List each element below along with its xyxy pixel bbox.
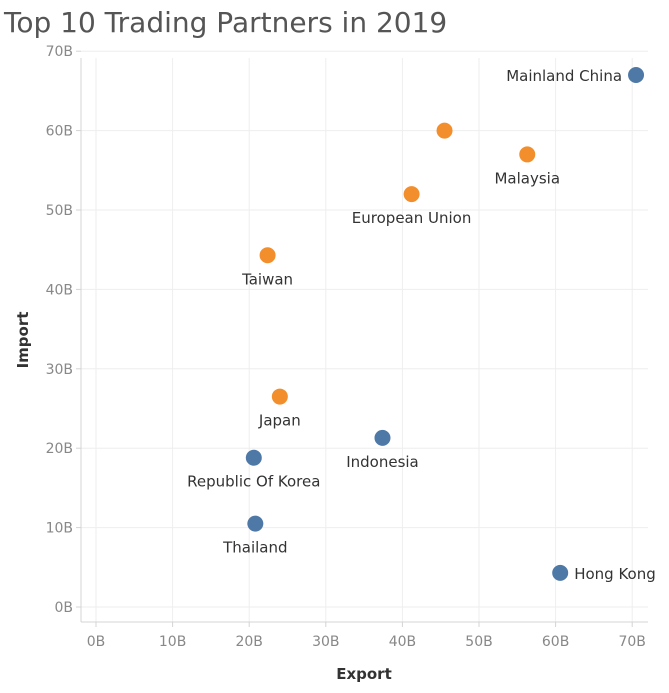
- x-axis-title: Export: [336, 665, 392, 683]
- x-tick-label: 70B: [618, 634, 645, 650]
- point-label: Taiwan: [241, 270, 293, 288]
- point-label: European Union: [352, 209, 472, 227]
- point-label: Indonesia: [346, 453, 419, 471]
- x-tick-label: 40B: [389, 634, 416, 650]
- data-points: [245, 67, 645, 581]
- x-tick-label: 30B: [312, 634, 339, 650]
- y-tick-label: 0B: [54, 600, 73, 616]
- y-tick-label: 60B: [46, 124, 73, 140]
- y-tick-label: 20B: [46, 441, 73, 457]
- point-label: Republic Of Korea: [187, 473, 320, 491]
- point-label: Mainland China: [506, 67, 622, 85]
- data-point: [403, 186, 420, 203]
- data-point: [271, 388, 288, 405]
- y-axis-title: Import: [14, 312, 32, 369]
- y-tick-label: 50B: [46, 203, 73, 219]
- point-label: Hong Kong: [574, 565, 656, 583]
- x-tick-label: 50B: [465, 634, 492, 650]
- axes: [80, 58, 648, 623]
- data-point: [245, 449, 262, 466]
- data-point: [247, 515, 264, 532]
- data-point: [374, 429, 391, 446]
- x-axis-ticks: 0B 10B 20B 30B 40B 50B 60B 70B: [87, 622, 646, 650]
- point-labels: Mainland China Malaysia European Union Taiw…: [187, 67, 656, 583]
- data-point: [628, 67, 645, 84]
- y-tick-label: 30B: [46, 362, 73, 378]
- data-point: [552, 564, 569, 581]
- point-label: Japan: [258, 412, 301, 430]
- x-tick-label: 20B: [235, 634, 262, 650]
- x-tick-label: 60B: [542, 634, 569, 650]
- x-tick-label: 10B: [159, 634, 186, 650]
- y-tick-label: 70B: [46, 44, 73, 60]
- grid-lines: [81, 50, 648, 622]
- data-point: [259, 247, 276, 264]
- point-label: Thailand: [222, 539, 287, 557]
- data-point: [436, 122, 453, 139]
- x-tick-label: 0B: [87, 634, 106, 650]
- chart-title: Top 10 Trading Partners in 2019: [4, 6, 448, 39]
- y-tick-label: 40B: [46, 282, 73, 298]
- data-point: [519, 146, 536, 163]
- point-label: Malaysia: [494, 169, 560, 187]
- y-axis-ticks: 0B 10B 20B 30B 40B 50B 60B 70B: [46, 44, 81, 616]
- y-tick-label: 10B: [46, 521, 73, 537]
